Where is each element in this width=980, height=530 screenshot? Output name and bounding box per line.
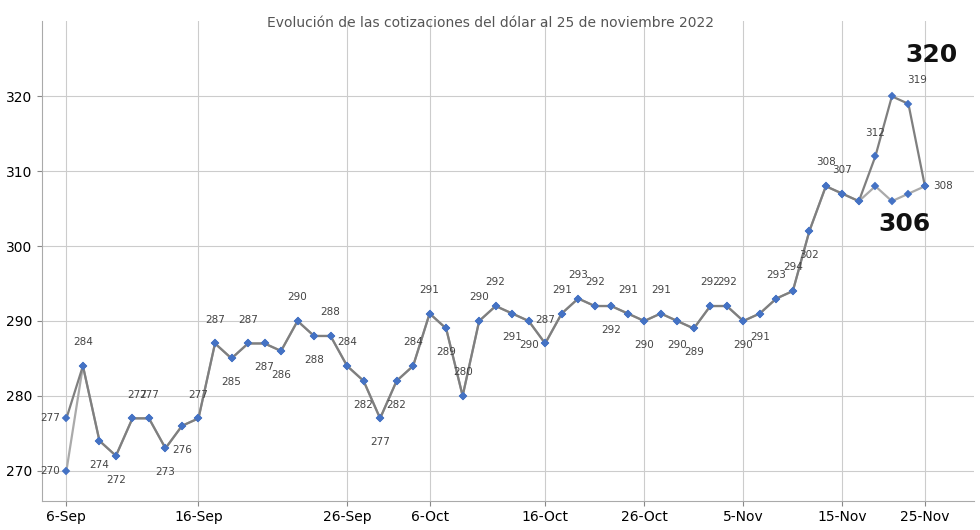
Text: 291: 291: [552, 285, 571, 295]
Text: Evolución de las cotizaciones del dólar al 25 de noviembre 2022: Evolución de las cotizaciones del dólar …: [267, 16, 713, 30]
Text: 280: 280: [453, 367, 472, 377]
Text: 289: 289: [684, 347, 704, 357]
Text: 291: 291: [750, 332, 769, 342]
Text: 273: 273: [156, 467, 175, 477]
Text: 277: 277: [139, 390, 159, 400]
Text: 320: 320: [906, 43, 957, 67]
Text: 292: 292: [701, 277, 720, 287]
Text: 284: 284: [337, 337, 357, 347]
Text: 302: 302: [800, 250, 819, 260]
Text: 284: 284: [73, 337, 93, 347]
Text: 292: 292: [602, 325, 621, 335]
Text: 289: 289: [436, 347, 456, 357]
Text: 277: 277: [188, 390, 209, 400]
Text: 274: 274: [89, 460, 110, 470]
Text: 306: 306: [879, 211, 931, 236]
Text: 290: 290: [733, 340, 754, 350]
Text: 290: 290: [469, 292, 489, 302]
Text: 286: 286: [271, 369, 291, 379]
Text: 319: 319: [906, 75, 927, 85]
Text: 292: 292: [585, 277, 605, 287]
Text: 270: 270: [40, 466, 60, 476]
Text: 292: 292: [716, 277, 737, 287]
Text: 287: 287: [238, 315, 258, 325]
Text: 307: 307: [832, 165, 853, 175]
Text: 277: 277: [127, 390, 147, 400]
Text: 272: 272: [106, 474, 125, 484]
Text: 288: 288: [304, 355, 324, 365]
Text: 290: 290: [667, 340, 687, 350]
Text: 308: 308: [816, 157, 836, 167]
Text: 308: 308: [933, 181, 953, 191]
Text: 282: 282: [354, 400, 373, 410]
Text: 287: 287: [535, 315, 555, 325]
Text: 290: 290: [518, 340, 539, 350]
Text: 288: 288: [320, 307, 340, 317]
Text: 277: 277: [370, 437, 390, 447]
Text: 293: 293: [766, 270, 786, 280]
Text: 291: 291: [651, 285, 670, 295]
Text: 293: 293: [568, 270, 588, 280]
Text: 285: 285: [221, 377, 241, 387]
Text: 282: 282: [387, 400, 407, 410]
Text: 290: 290: [634, 340, 654, 350]
Text: 291: 291: [502, 332, 522, 342]
Text: 290: 290: [288, 292, 308, 302]
Text: 294: 294: [783, 262, 803, 272]
Text: 277: 277: [40, 413, 60, 423]
Text: 291: 291: [617, 285, 638, 295]
Text: 284: 284: [403, 337, 423, 347]
Text: 287: 287: [255, 362, 274, 372]
Text: 287: 287: [205, 315, 225, 325]
Text: 291: 291: [419, 285, 440, 295]
Text: 292: 292: [486, 277, 506, 287]
Text: 276: 276: [172, 445, 192, 455]
Text: 312: 312: [865, 128, 885, 137]
